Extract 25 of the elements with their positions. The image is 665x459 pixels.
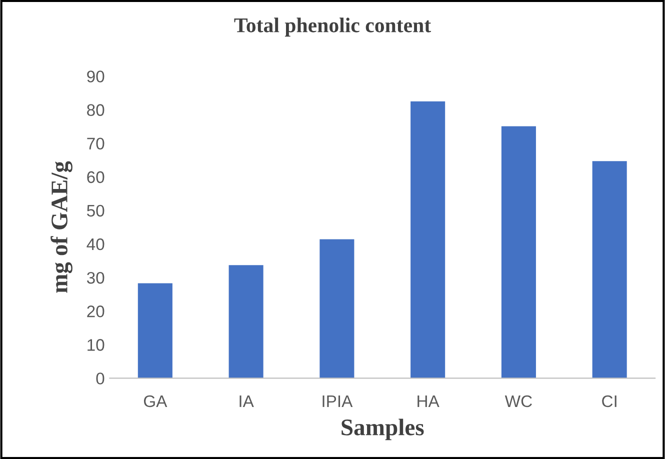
- y-tick-label: 90: [87, 70, 104, 82]
- y-tick-label: 50: [86, 204, 104, 217]
- y-axis-title: mg of GAE/g: [50, 161, 72, 293]
- x-tick-label: CI: [602, 395, 616, 408]
- x-tick-label: GA: [144, 395, 168, 408]
- bar: [410, 101, 446, 378]
- y-tick-label: 60: [87, 171, 104, 184]
- y-tick-label: 0: [96, 372, 104, 384]
- bar: [228, 265, 264, 378]
- y-tick-label: 40: [86, 238, 104, 250]
- y-tick-label: 10: [88, 339, 104, 351]
- bar: [138, 283, 172, 378]
- bar: [592, 161, 627, 378]
- chart-title: Total phenolic content: [234, 18, 431, 37]
- x-tick-label: IPIA: [322, 395, 353, 407]
- bar: [320, 239, 354, 378]
- x-tick-label: WC: [504, 395, 532, 408]
- y-tick-label: 70: [87, 138, 104, 150]
- y-tick-label: 80: [87, 104, 104, 116]
- bar: [501, 126, 536, 378]
- y-tick-label: 20: [87, 306, 104, 318]
- y-tick-label: 30: [86, 272, 104, 284]
- x-tick-label: IA: [240, 395, 254, 407]
- x-tick-label: HA: [418, 395, 440, 407]
- x-axis-title: Samples: [342, 418, 424, 440]
